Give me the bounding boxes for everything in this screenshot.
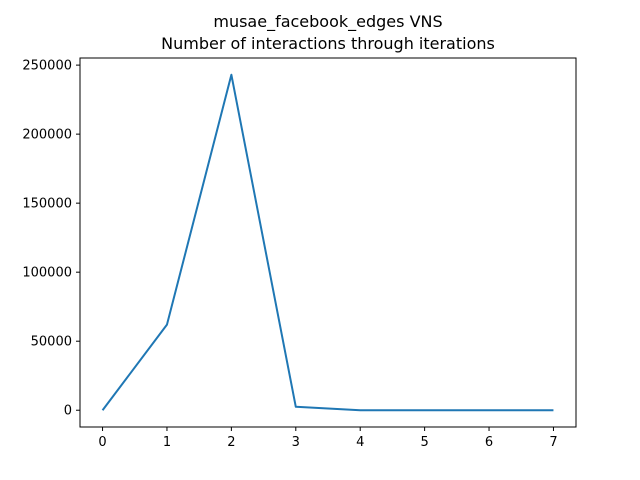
x-tick-label: 0 <box>98 435 106 450</box>
x-tick-label: 3 <box>292 435 300 450</box>
chart-subtitle: Number of interactions through iteration… <box>161 34 495 53</box>
axes-frame <box>79 57 577 428</box>
x-tick-label: 1 <box>163 435 171 450</box>
y-tick-label: 150000 <box>22 197 72 212</box>
x-axis: 0 1 2 3 4 5 6 7 <box>98 427 558 450</box>
y-tick-label: 0 <box>64 404 72 419</box>
chart-title: musae_facebook_edges VNS <box>213 12 443 31</box>
x-tick-label: 4 <box>356 435 364 450</box>
y-tick-label: 200000 <box>22 128 72 143</box>
x-tick-label: 6 <box>485 435 493 450</box>
series-line <box>101 73 554 412</box>
x-tick-label: 7 <box>549 435 557 450</box>
x-tick-label: 2 <box>227 435 235 450</box>
y-tick-label: 100000 <box>22 266 72 281</box>
series-layer <box>101 73 554 412</box>
y-tick-label: 50000 <box>31 335 72 350</box>
y-tick-label: 250000 <box>22 59 72 74</box>
x-tick-label: 5 <box>420 435 428 450</box>
y-axis: 0 50000 100000 150000 200000 250000 <box>22 59 80 419</box>
